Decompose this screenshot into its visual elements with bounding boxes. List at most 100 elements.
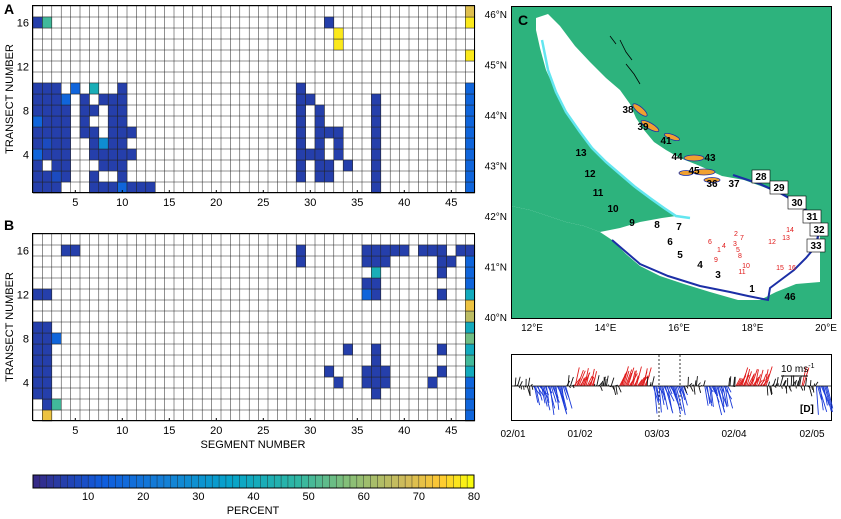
- wind-stick: [555, 385, 560, 410]
- wind-stick: [514, 377, 517, 387]
- colorbar-swatch: [87, 474, 96, 489]
- x-tick-label: 20: [210, 425, 222, 437]
- wind-stick: [590, 368, 595, 387]
- heat-cell: [42, 93, 53, 106]
- wind-stick: [617, 385, 622, 393]
- heat-cell: [380, 244, 391, 257]
- heat-cell: [371, 115, 382, 128]
- heat-cell: [32, 343, 43, 356]
- heat-cell: [107, 126, 118, 139]
- heat-cell: [32, 82, 43, 95]
- heat-cell: [32, 387, 43, 400]
- boxed-label: 30: [791, 198, 803, 209]
- colorbar-swatch: [170, 474, 179, 489]
- colorbar-swatch: [239, 474, 248, 489]
- wind-stick: [770, 385, 773, 395]
- wind-stick: [776, 376, 779, 387]
- heat-cell: [314, 159, 325, 172]
- heat-cell: [107, 148, 118, 161]
- y-tick-label: 4: [23, 150, 29, 162]
- wind-stick: [753, 378, 760, 387]
- wind-stick: [637, 379, 643, 387]
- heat-cell: [324, 126, 335, 139]
- heat-cell: [136, 181, 147, 194]
- segment-label: 41: [660, 136, 672, 147]
- heat-cell: [371, 181, 382, 194]
- heat-cell: [465, 409, 476, 422]
- wind-stick: [562, 385, 568, 400]
- heat-cell: [305, 93, 316, 106]
- colorbar-tick-label: 30: [192, 491, 204, 503]
- colorbar-swatch: [466, 474, 475, 489]
- wind-date-labels: 02/01 01/02 03/03 02/04 02/05: [500, 429, 824, 440]
- heat-cell: [342, 159, 353, 172]
- heat-cell: [51, 332, 62, 345]
- heat-cell: [342, 343, 353, 356]
- heat-cell: [60, 170, 71, 183]
- wind-stick: [814, 381, 819, 387]
- x-tick-label: 45: [445, 197, 457, 209]
- station-label: 1: [717, 247, 721, 254]
- heat-cell: [42, 170, 53, 183]
- colorbar-swatch: [74, 474, 82, 489]
- wind-stick: [659, 385, 665, 405]
- wind-stick: [741, 367, 749, 387]
- colorbar-swatch: [301, 474, 310, 489]
- map-lat-labels: 46°N 45°N 44°N 43°N 42°N 41°N 40°N: [485, 10, 507, 324]
- heat-cell: [371, 376, 382, 389]
- heat-cell: [107, 104, 118, 117]
- wind-stick: [537, 385, 543, 401]
- lon-label: 18°E: [742, 323, 764, 334]
- heat-cell: [32, 93, 43, 106]
- station-label: 2: [734, 231, 738, 238]
- x-tick-label: 30: [304, 425, 316, 437]
- heat-cell: [465, 5, 476, 18]
- colorbar-tick-label: 50: [303, 491, 315, 503]
- heat-cell: [333, 126, 344, 139]
- heat-cell: [107, 181, 118, 194]
- wind-stick: [531, 385, 534, 390]
- heat-cell: [42, 365, 53, 378]
- wind-stick: [679, 385, 686, 416]
- wind-stick: [681, 385, 688, 406]
- heat-cell: [51, 115, 62, 128]
- station-label: 16: [788, 265, 796, 272]
- wind-stick: [686, 385, 689, 389]
- wind-stick: [760, 373, 767, 387]
- heat-cell: [117, 159, 128, 172]
- heat-cell: [70, 82, 81, 95]
- heat-cell: [371, 277, 382, 290]
- map-panel: C 46°N45°N44°N43°N42°N41°N40°N 12°E 14°E 1…: [485, 6, 837, 334]
- heat-cell: [465, 49, 476, 62]
- wind-stick: [797, 376, 801, 387]
- heat-cell: [465, 365, 476, 378]
- wind-stick: [725, 385, 734, 409]
- station-label: 3: [733, 241, 737, 248]
- colorbar-swatch: [460, 474, 468, 489]
- wind-stick: [574, 367, 580, 387]
- wind-date-label: 02/04: [721, 429, 746, 440]
- heat-cell: [117, 170, 128, 183]
- heat-cell: [418, 244, 429, 257]
- wind-stick: [817, 385, 822, 400]
- heat-cell: [465, 332, 476, 345]
- heat-cell: [98, 93, 109, 106]
- heat-cell: [333, 27, 344, 40]
- colorbar-swatch: [349, 474, 358, 489]
- colorbar-tick-label: 20: [137, 491, 149, 503]
- heat-cell: [42, 181, 53, 194]
- heat-cell: [89, 104, 100, 117]
- wind-stick: [683, 385, 688, 394]
- wind-stick: [661, 385, 666, 401]
- wind-stick: [721, 385, 725, 407]
- heat-cell: [107, 115, 118, 128]
- heat-cell: [32, 115, 43, 128]
- wind-scale-label: 10 ms-1: [781, 363, 815, 375]
- wind-stick: [610, 377, 615, 387]
- heat-cell: [126, 181, 137, 194]
- colorbar-swatch: [446, 474, 454, 489]
- wind-date-label: 01/02: [567, 429, 592, 440]
- lat-label: 42°N: [485, 212, 507, 223]
- x-tick-label: 30: [304, 197, 316, 209]
- colorbar-swatch: [108, 474, 117, 489]
